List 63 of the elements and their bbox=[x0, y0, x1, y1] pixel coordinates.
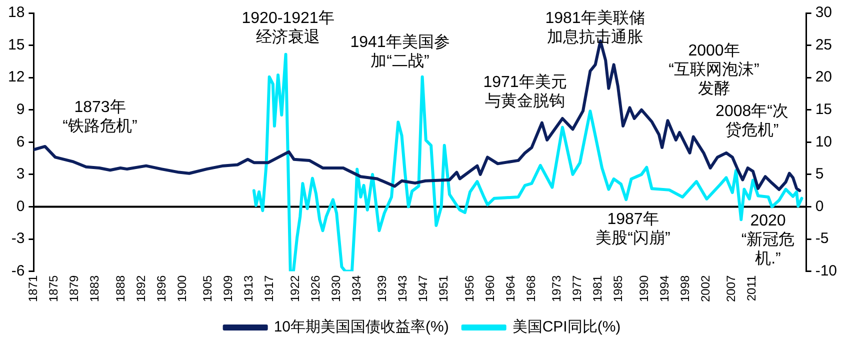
y-tick-label: -6 bbox=[11, 262, 25, 280]
y-tick-label: 6 bbox=[16, 133, 25, 150]
x-tick-label: 1900 bbox=[174, 274, 189, 302]
x-tick-label: 1943 bbox=[396, 274, 410, 302]
annotation: 2008年“次贷危机” bbox=[716, 102, 788, 139]
y-tick-label: 9 bbox=[16, 101, 25, 118]
x-tick-label: 1909 bbox=[221, 274, 236, 302]
x-tick-label: 1973 bbox=[550, 274, 564, 302]
x-tick-label: 1905 bbox=[200, 274, 215, 302]
y2-tick-label: 10 bbox=[815, 133, 832, 150]
y-tick-label: 12 bbox=[8, 68, 25, 86]
x-tick-label: 1977 bbox=[570, 274, 584, 302]
annotation: 1971年美元与黄金脱钩 bbox=[483, 72, 567, 110]
x-tick-label: 1998 bbox=[678, 274, 692, 302]
y2-tick-label: 25 bbox=[815, 36, 832, 54]
y2-tick-label: -10 bbox=[815, 262, 838, 280]
y-tick-label: 18 bbox=[8, 4, 25, 22]
x-tick-label: 1892 bbox=[134, 274, 148, 302]
annotation: 2020“新冠危机.” bbox=[741, 212, 795, 268]
annotation: 1987年美股“闪崩” bbox=[596, 210, 670, 247]
x-tick-label: 1896 bbox=[154, 274, 168, 302]
x-tick-label: 1871 bbox=[26, 274, 40, 302]
x-tick-label: 1934 bbox=[349, 274, 364, 302]
y2-tick-label: 15 bbox=[815, 101, 832, 118]
x-tick-label: 1926 bbox=[308, 274, 322, 302]
x-tick-label: 1888 bbox=[113, 274, 128, 302]
annotation: 1873年“铁路危机” bbox=[62, 98, 138, 135]
x-tick-label: 1990 bbox=[636, 274, 651, 302]
y-tick-label: 3 bbox=[16, 166, 25, 183]
x-tick-label: 1922 bbox=[288, 274, 302, 302]
x-tick-label: 1960 bbox=[482, 274, 497, 302]
annotation: 1941年美国参加“二战” bbox=[350, 32, 450, 70]
x-tick-label: 1947 bbox=[416, 274, 430, 302]
x-tick-label: 2011 bbox=[744, 274, 759, 302]
y2-tick-label: -5 bbox=[815, 230, 829, 248]
y2-tick-label: 5 bbox=[815, 166, 824, 183]
x-tick-label: 1883 bbox=[88, 274, 102, 302]
x-tick-label: 1875 bbox=[46, 274, 61, 302]
x-tick-label: 1985 bbox=[611, 274, 626, 302]
x-tick-label: 1956 bbox=[462, 274, 476, 302]
x-tick-label: 1968 bbox=[524, 274, 538, 302]
x-tick-label: 2002 bbox=[698, 274, 713, 302]
x-tick-label: 1930 bbox=[328, 274, 343, 302]
y-tick-label: 15 bbox=[8, 36, 25, 54]
x-tick-label: 1951 bbox=[436, 274, 451, 302]
annotation: 1920-1921年经济衰退 bbox=[242, 10, 334, 46]
x-tick-label: 1879 bbox=[67, 274, 82, 302]
y-tick-label: -3 bbox=[11, 230, 25, 248]
y-tick-label: 0 bbox=[16, 198, 25, 215]
x-tick-label: 1981 bbox=[590, 274, 605, 302]
y2-tick-label: 0 bbox=[815, 198, 824, 215]
x-tick-label: 1913 bbox=[242, 274, 256, 302]
legend-label: 美国CPI同比(%) bbox=[512, 318, 621, 336]
annotation: 1981年美联储加息抗击通胀 bbox=[545, 8, 645, 46]
legend-label: 10年期美国国债收益率(%) bbox=[274, 318, 449, 336]
y2-tick-label: 20 bbox=[815, 68, 832, 86]
annotation: 2000年“互联网泡沫”发酵 bbox=[668, 42, 760, 98]
x-tick-label: 1917 bbox=[262, 274, 276, 302]
x-tick-label: 1939 bbox=[375, 274, 390, 302]
y2-tick-label: 30 bbox=[815, 4, 832, 22]
x-tick-label: 1994 bbox=[657, 274, 672, 302]
x-tick-label: 2007 bbox=[724, 274, 738, 302]
x-tick-label: 1964 bbox=[503, 274, 518, 302]
